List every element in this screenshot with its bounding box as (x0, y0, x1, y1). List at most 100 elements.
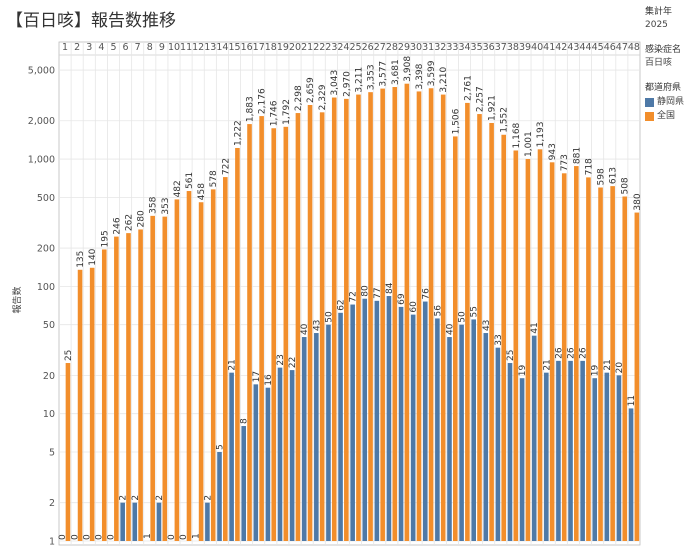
data-label-national: 1,746 (270, 100, 280, 126)
bar-national (428, 88, 434, 542)
y-tick-label: 2 (49, 498, 55, 509)
bar-shizuoka (459, 324, 464, 541)
legend-label-shizuoka: 静岡県 (657, 97, 685, 107)
bar-shizuoka (241, 426, 247, 541)
data-label-national: 3,398 (415, 63, 425, 89)
data-label-shizuoka: 19 (591, 364, 601, 376)
bar-national (561, 173, 567, 541)
bar-shizuoka (120, 502, 125, 541)
data-label-shizuoka: 69 (397, 293, 407, 305)
bar-national (586, 177, 591, 542)
bar-shizuoka (556, 360, 561, 541)
bar-shizuoka (507, 363, 513, 541)
data-labels: 0250135014001950246226222801358235304820… (58, 56, 643, 540)
week-header-label: 36 (483, 42, 495, 53)
bar-national (89, 267, 95, 541)
week-header-label: 42 (555, 42, 567, 53)
data-label-national: 881 (572, 147, 582, 164)
y-axis-label: 報告数 (11, 286, 23, 313)
bar-national (404, 83, 410, 541)
data-label-national: 262 (124, 214, 134, 231)
bar-national (452, 136, 458, 541)
legend-item-shizuoka[interactable]: 静岡県 (645, 96, 690, 109)
bar-national (465, 102, 470, 542)
data-label-national: 613 (609, 167, 619, 184)
week-header-label: 19 (277, 42, 289, 53)
data-label-national: 2,329 (318, 84, 328, 110)
data-label-national: 380 (633, 193, 643, 210)
data-label-shizuoka: 23 (276, 354, 286, 365)
bar-shizuoka (628, 408, 634, 541)
data-label-shizuoka: 5 (216, 444, 226, 450)
data-label-national: 561 (185, 172, 195, 189)
disease-filter-value[interactable]: 百日咳 (645, 58, 673, 68)
data-label-shizuoka: 2 (203, 495, 213, 501)
legend-item-national[interactable]: 全国 (645, 110, 690, 123)
data-label-national: 280 (137, 210, 147, 227)
data-label-shizuoka: 26 (554, 347, 564, 359)
bar-national (198, 202, 204, 541)
bar-shizuoka (350, 304, 355, 541)
week-header-label: 30 (410, 42, 422, 53)
bar-national (574, 166, 579, 542)
data-label-national: 353 (161, 197, 171, 214)
y-tick-label: 20 (43, 371, 55, 382)
bar-national (210, 189, 216, 542)
week-header-label: 25 (350, 42, 362, 53)
legend-swatch-national (645, 112, 654, 121)
bar-shizuoka (447, 337, 452, 541)
bar-national (247, 124, 252, 541)
data-label-shizuoka: 77 (373, 287, 383, 298)
bar-national (537, 149, 543, 541)
data-label-shizuoka: 20 (615, 362, 625, 374)
bar-national (174, 199, 180, 541)
bar-national (186, 191, 192, 541)
y-tick-label: 1,000 (28, 155, 55, 166)
bar-shizuoka (568, 360, 573, 541)
week-header-label: 12 (192, 42, 204, 53)
bar-national (356, 94, 361, 541)
data-label-national: 722 (221, 158, 231, 175)
data-label-shizuoka: 22 (288, 357, 298, 368)
bar-national (513, 150, 519, 541)
week-header-label: 38 (507, 42, 519, 53)
bar-shizuoka (483, 333, 489, 541)
year-filter-value[interactable]: 2025 (645, 20, 668, 30)
data-label-shizuoka: 19 (518, 364, 528, 376)
bar-shizuoka (314, 333, 319, 541)
week-header-label: 44 (579, 42, 591, 53)
bar-national (440, 94, 446, 542)
bar-national (319, 112, 325, 541)
data-label-shizuoka: 55 (470, 306, 480, 317)
data-label-national: 25 (64, 350, 74, 361)
legend-swatch-shizuoka (645, 98, 654, 107)
week-header-label: 21 (301, 42, 313, 53)
week-header-label: 24 (337, 42, 349, 53)
data-label-national: 3,681 (391, 59, 401, 85)
data-label-shizuoka: 21 (603, 359, 613, 370)
bar-national (295, 113, 301, 541)
bar-national (235, 147, 240, 541)
data-label-national: 358 (149, 196, 159, 213)
data-label-shizuoka: 72 (349, 291, 359, 302)
bar-shizuoka (253, 384, 259, 541)
week-header-label: 26 (362, 42, 374, 53)
data-label-national: 3,353 (367, 64, 377, 90)
data-label-shizuoka: 17 (252, 371, 262, 382)
data-label-national: 246 (112, 217, 122, 234)
disease-filter-label: 感染症名 (645, 45, 682, 55)
data-label-shizuoka: 56 (433, 305, 443, 317)
week-header-label: 33 (446, 42, 458, 53)
data-label-national: 3,908 (403, 56, 413, 82)
data-label-shizuoka: 21 (228, 359, 238, 370)
week-header-label: 1 (62, 42, 68, 53)
data-label-national: 598 (597, 168, 607, 185)
data-label-shizuoka: 0 (94, 534, 104, 540)
data-label-shizuoka: 16 (264, 374, 274, 386)
data-label-shizuoka: 0 (179, 534, 189, 540)
y-axis: 1 2 5 10 20 50 100 200 500 1,000 2,000 5,000 (28, 66, 55, 548)
data-label-national: 2,298 (294, 85, 304, 111)
bar-national (259, 116, 264, 541)
week-header-label: 3 (86, 42, 92, 53)
